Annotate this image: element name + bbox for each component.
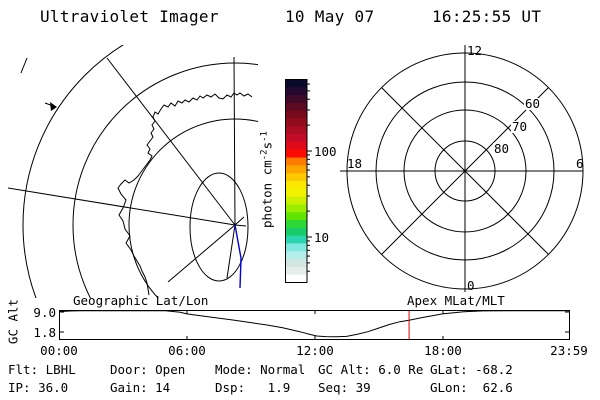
- time-tick-0600: 06:00: [168, 343, 206, 358]
- colorbar-band: [285, 118, 307, 127]
- time-tick-1200: 12:00: [296, 343, 334, 358]
- status-mode: Mode: Normal: [215, 362, 306, 377]
- colorbar-band: [285, 220, 307, 229]
- colorbar-band: [285, 196, 307, 205]
- apex-ring: [375, 81, 555, 261]
- colorbar-band: [285, 227, 307, 237]
- apex-mlt-18: 18: [347, 156, 363, 171]
- apex-mlt-6: 6: [576, 156, 584, 171]
- colorbar-panel: [285, 79, 312, 283]
- apex-mlt-12: 12: [467, 43, 483, 58]
- apex-panel-label: Apex MLat/MLT: [407, 293, 505, 308]
- colorbar-band: [285, 87, 307, 96]
- geo-grid-circle: [128, 118, 258, 298]
- geo-grid-ellipse: [189, 172, 249, 282]
- apex-lat-label: 70: [512, 119, 527, 134]
- geo-grid-radial: [234, 216, 245, 226]
- header-time: 16:25:55 UT: [432, 7, 542, 26]
- apex-ring: [346, 52, 584, 290]
- geo-grid-circle: [72, 62, 258, 298]
- geo-grid-radial: [8, 187, 236, 226]
- colorbar-band: [285, 204, 307, 213]
- gc-alt-time-plot: [59, 310, 570, 340]
- colorbar-band: [285, 134, 307, 143]
- apex-lat-label: 60: [525, 96, 540, 111]
- colorbar-border: [285, 79, 308, 283]
- apex-mlt-0: 0: [467, 278, 475, 293]
- colorbar-band: [285, 149, 307, 158]
- status-glat: GLat: -68.2: [430, 362, 513, 377]
- colorbar-band: [285, 251, 307, 260]
- colorbar-tick-100: 100: [314, 144, 337, 159]
- colorbar-band: [285, 102, 307, 112]
- geo-grid-radial: [106, 57, 236, 226]
- colorbar-band: [285, 95, 307, 104]
- geo-grid-circle: [22, 45, 125, 298]
- colorbar-band: [285, 110, 307, 119]
- apex-lat-label: 80: [494, 141, 509, 156]
- time-tick-1800: 18:00: [424, 343, 462, 358]
- status-seq: Seq: 39: [318, 380, 371, 395]
- apex-lat-label-bg: [511, 121, 528, 133]
- geo-grid-radial: [226, 224, 236, 279]
- colorbar-band: [285, 157, 307, 166]
- colorbar-band: [285, 212, 307, 221]
- header-date: 10 May 07: [285, 7, 375, 26]
- status-gain: Gain: 14: [110, 380, 171, 395]
- time-tick-0000: 00:00: [40, 343, 78, 358]
- apex-ring: [403, 109, 527, 233]
- apex-ring: [434, 140, 496, 202]
- status-flt: Flt: LBHL: [8, 362, 76, 377]
- geo-panel-label: Geographic Lat/Lon: [73, 293, 209, 308]
- status-door: Door: Open: [110, 362, 186, 377]
- gc-alt-ylabel: GC Alt: [5, 298, 21, 345]
- colorbar-unit-label: photon cm-2s-1: [259, 131, 275, 228]
- status-ip: IP: 36.0: [8, 380, 69, 395]
- colorbar-tick-10: 10: [314, 230, 330, 245]
- geo-grid-radial: [167, 224, 236, 283]
- colorbar-band: [285, 266, 307, 276]
- apex-diagonal-nw: [381, 87, 549, 255]
- colorbar-band: [285, 235, 307, 244]
- apex-lat-label-bg: [493, 143, 510, 155]
- status-glon: GLon: 62.6: [430, 380, 513, 395]
- colorbar-band: [285, 274, 307, 283]
- gc-alt-ytick-9: 9.0: [33, 305, 56, 320]
- geo-grid-fragment: [44, 102, 57, 108]
- colorbar-band: [285, 173, 307, 182]
- gc-alt-curve: [59, 310, 570, 338]
- colorbar-band: [285, 188, 307, 198]
- colorbar-band: [285, 259, 307, 268]
- colorbar-band: [285, 243, 307, 252]
- geo-grid-fragment: [20, 57, 28, 74]
- geographic-map-panel: [8, 45, 258, 298]
- coastline: [117, 92, 253, 296]
- orbit-track-line: [234, 224, 242, 289]
- status-dsp: Dsp: 1.9: [215, 380, 291, 395]
- page-title: Ultraviolet Imager: [40, 7, 219, 26]
- geo-grid-radial: [233, 56, 236, 226]
- colorbar-band: [285, 79, 307, 88]
- colorbar-band: [285, 181, 307, 190]
- colorbar-band: [285, 165, 307, 174]
- colorbar-band: [285, 126, 307, 135]
- status-gcalt: GC Alt: 6.0 Re: [318, 362, 424, 377]
- time-tick-2359: 23:59: [550, 343, 588, 358]
- gc-alt-ytick-18: 1.8: [33, 325, 56, 340]
- apex-lat-label-bg: [524, 98, 541, 110]
- geo-grid-radial: [234, 224, 247, 227]
- colorbar-band: [285, 141, 307, 151]
